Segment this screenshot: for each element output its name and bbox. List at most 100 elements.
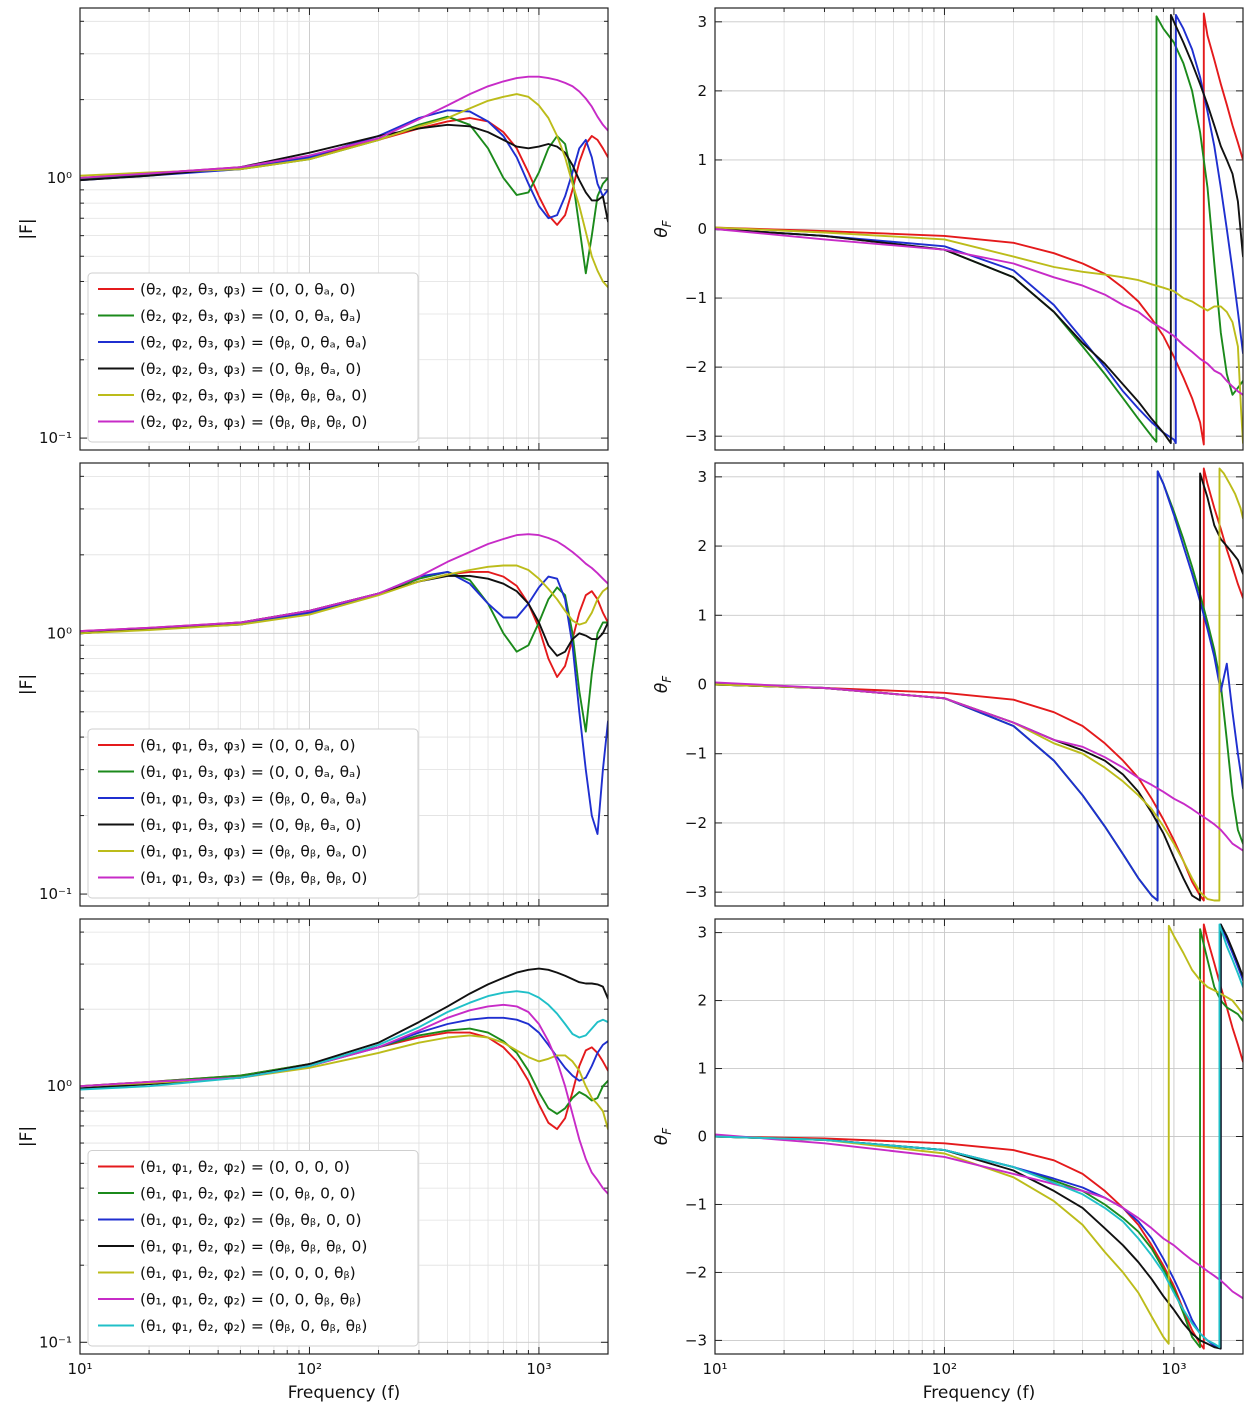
series-line-6 — [80, 75, 608, 179]
series-line-3 — [715, 470, 1243, 902]
legend-label: (θ₁, φ₁, θ₂, φ₂) = (0, 0, θᵦ, θᵦ) — [140, 1291, 362, 1309]
legend-label: (θ₁, φ₁, θ₂, φ₂) = (θᵦ, θᵦ, 0, 0) — [140, 1211, 362, 1229]
legend-label: (θ₁, φ₁, θ₃, φ₃) = (0, θᵦ, θₐ, 0) — [140, 816, 361, 834]
plot-frame — [714, 918, 1244, 1355]
y-tick-label: 1 — [697, 606, 707, 624]
y-tick-label: −1 — [685, 1195, 707, 1213]
legend-label: (θ₁, φ₁, θ₃, φ₃) = (θᵦ, θᵦ, θᵦ, 0) — [140, 869, 367, 887]
legend-label: (θ₁, φ₁, θ₂, φ₂) = (0, 0, 0, θᵦ) — [140, 1264, 356, 1282]
legend-label: (θ₂, φ₂, θ₃, φ₃) = (θᵦ, θᵦ, θₐ, 0) — [140, 387, 367, 405]
legend-label: (θ₁, φ₁, θ₂, φ₂) = (0, θᵦ, 0, 0) — [140, 1185, 356, 1203]
series-line-4 — [715, 923, 1243, 1350]
series-line-6 — [715, 1133, 1243, 1300]
series-line-5 — [715, 924, 1243, 1345]
y-tick-label: 10⁻¹ — [39, 885, 72, 903]
x-axis-label: Frequency (f) — [923, 1383, 1035, 1403]
plot-frame — [79, 918, 609, 1355]
series-line-5 — [715, 467, 1243, 902]
y-tick-label: 2 — [697, 992, 707, 1010]
series-line-6 — [715, 681, 1243, 852]
y-tick-label: 0 — [697, 676, 707, 694]
x-tick-label: 10¹ — [67, 1360, 92, 1378]
legend-label: (θ₂, φ₂, θ₃, φ₃) = (0, θᵦ, θₐ, 0) — [140, 360, 361, 378]
legend-label: (θ₁, φ₁, θ₃, φ₃) = (0, 0, θₐ, 0) — [140, 737, 356, 755]
y-tick-label: 10⁰ — [47, 1077, 72, 1095]
y-tick-label: −2 — [685, 358, 707, 376]
plot-frame — [714, 462, 1244, 907]
series-line-6 — [80, 1003, 608, 1195]
legend-label: (θ₁, φ₁, θ₃, φ₃) = (θᵦ, 0, θₐ, θₐ) — [140, 790, 367, 808]
legend-label: (θ₁, φ₁, θ₂, φ₂) = (0, 0, 0, 0) — [140, 1158, 350, 1176]
panel-phase1: 3 2 1 0 −1 −2 −3 θF — [652, 7, 1244, 451]
series-line-7 — [80, 990, 608, 1091]
series-line-5 — [715, 226, 1243, 445]
y-tick-label: −1 — [685, 289, 707, 307]
series-line-4 — [80, 967, 608, 1090]
plot-frame — [79, 7, 609, 451]
legend-label: (θ₁, φ₁, θ₃, φ₃) = (θᵦ, θᵦ, θₐ, 0) — [140, 843, 367, 861]
panel-mag3: 10⁰ 10⁻¹ 10¹ 10² 10³ |F| Frequency (f) (θ₁, φ₁,… — [17, 918, 609, 1403]
y-tick-label: 10⁰ — [47, 169, 72, 187]
y-axis-label: θF — [652, 219, 674, 237]
y-axis-label: θF — [652, 675, 674, 693]
y-tick-label: 0 — [697, 220, 707, 238]
legend-label: (θ₂, φ₂, θ₃, φ₃) = (0, 0, θₐ, θₐ) — [140, 307, 361, 325]
y-axis-label: |F| — [17, 1126, 37, 1147]
legend: (θ₂, φ₂, θ₃, φ₃) = (0, 0, θₐ, 0) (θ₂, φ₂,… — [87, 272, 419, 443]
y-axis-label: |F| — [17, 674, 37, 695]
series-line-5 — [80, 564, 608, 635]
panel-mag1: 10⁰ 10⁻¹ |F| (θ₂, φ₂, θ₃, φ₃) = (0, 0, θₐ, … — [17, 7, 609, 451]
series-line-2 — [715, 928, 1243, 1349]
y-tick-label: 1 — [697, 1060, 707, 1078]
series-line-7 — [715, 923, 1243, 1349]
series-line-1 — [715, 12, 1243, 446]
x-tick-label: 10² — [297, 1360, 322, 1378]
y-tick-label: −2 — [685, 814, 707, 832]
x-axis-label: Frequency (f) — [288, 1383, 400, 1403]
y-tick-label: −2 — [685, 1263, 707, 1281]
y-axis-label: |F| — [17, 218, 37, 239]
series-line-6 — [715, 228, 1243, 396]
x-tick-label: 10³ — [1161, 1360, 1186, 1378]
y-tick-label: 3 — [697, 13, 707, 31]
y-tick-label: 2 — [697, 537, 707, 555]
panel-phase3: 3 2 1 0 −1 −2 −3 10¹ 10² 10³ θF Frequency (f) — [652, 918, 1244, 1403]
series-line-5 — [80, 93, 608, 289]
legend: (θ₁, φ₁, θ₂, φ₂) = (0, 0, 0, 0) (θ₁, φ₁, … — [87, 1150, 419, 1347]
series-line-1 — [715, 923, 1243, 1350]
series-line-4 — [80, 123, 608, 223]
y-axis-label: θF — [652, 1127, 674, 1145]
x-tick-label: 10² — [932, 1360, 957, 1378]
legend-label: (θ₂, φ₂, θ₃, φ₃) = (θᵦ, θᵦ, θᵦ, 0) — [140, 413, 367, 431]
series-line-6 — [80, 533, 608, 633]
y-tick-label: −1 — [685, 745, 707, 763]
plot-frame — [714, 7, 1244, 451]
series-line-3 — [715, 13, 1243, 445]
y-tick-label: 10⁰ — [47, 624, 72, 642]
x-tick-label: 10¹ — [702, 1360, 727, 1378]
legend-box — [87, 272, 419, 443]
legend-box — [87, 1150, 419, 1347]
y-tick-label: 3 — [697, 468, 707, 486]
legend-label: (θ₂, φ₂, θ₃, φ₃) = (θᵦ, 0, θₐ, θₐ) — [140, 334, 367, 352]
y-tick-label: 0 — [697, 1128, 707, 1146]
y-tick-label: 10⁻¹ — [39, 429, 72, 447]
y-tick-label: 1 — [697, 151, 707, 169]
series-line-4 — [715, 13, 1243, 445]
y-tick-label: −3 — [685, 427, 707, 445]
y-tick-label: 10⁻¹ — [39, 1333, 72, 1351]
legend-box — [87, 728, 419, 899]
y-tick-label: 2 — [697, 82, 707, 100]
legend-label: (θ₁, φ₁, θ₃, φ₃) = (0, 0, θₐ, θₐ) — [140, 763, 361, 781]
panel-mag2: 10⁰ 10⁻¹ |F| (θ₁, φ₁, θ₃, φ₃) = (0, 0, θₐ, … — [17, 462, 609, 907]
legend: (θ₁, φ₁, θ₃, φ₃) = (0, 0, θₐ, 0) (θ₁, φ₁,… — [87, 728, 419, 899]
plot-frame — [79, 462, 609, 907]
legend-label: (θ₁, φ₁, θ₂, φ₂) = (θᵦ, 0, θᵦ, θᵦ) — [140, 1317, 367, 1335]
series-line-5 — [80, 1034, 608, 1131]
panel-phase2: 3 2 1 0 −1 −2 −3 θF — [652, 462, 1244, 907]
y-tick-label: −3 — [685, 883, 707, 901]
y-tick-label: −3 — [685, 1331, 707, 1349]
x-tick-label: 10³ — [526, 1360, 551, 1378]
y-tick-label: 3 — [697, 924, 707, 942]
